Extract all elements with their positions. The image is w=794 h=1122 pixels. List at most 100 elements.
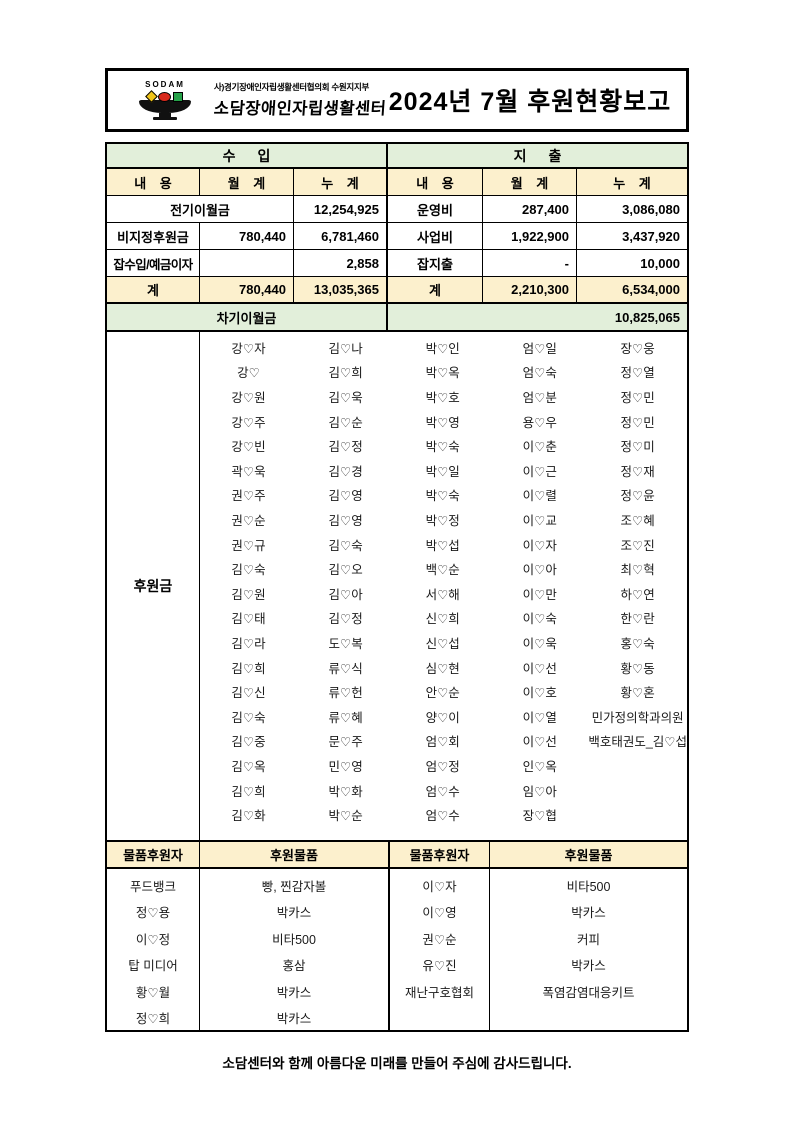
donor-name: 최♡혁 [620,563,655,578]
donor-name: 정♡민 [620,390,655,405]
logo-bowl-base [153,117,177,120]
donor-name: 김♡숙 [328,538,363,553]
donor-name: 이♡근 [522,464,557,479]
donor-name: 신♡희 [425,612,460,627]
donor-name: 김♡화 [231,809,266,824]
expense-col-content: 내 용 [388,169,483,196]
donor-name: 권♡주 [231,489,266,504]
donor-name: 권♡순 [231,513,266,528]
donor-name: 민♡영 [328,759,363,774]
donor-column: 김♡나 김♡희 김♡욱 김♡순 김♡정 김♡경 김♡영 김♡영 김♡숙 김♡오 김♡아 김♡정 도♡복 류… [297,335,394,827]
income-col-content: 내 용 [107,169,200,196]
goods-item: 빵, 찐감자볼 [261,879,327,894]
donor-name: 김♡욱 [328,390,363,405]
logo-bowl-foot [159,113,171,117]
donor-name: 김♡원 [231,587,266,602]
goods-donor-col-right: 이♡자 이♡영 권♡순 유♡진 재난구호협회 [390,869,490,1031]
donor-name: 한♡란 [620,612,655,627]
donor-name: 백♡순 [425,563,460,578]
expense-col-monthly: 월 계 [483,169,577,196]
goods-item-header: 후원물품 [200,842,390,869]
goods-item-col-right: 비타500 박카스 커피 박카스 폭염감염대응키트 [490,869,687,1031]
donor-name: 조♡혜 [620,513,655,528]
expense-row-monthly: - [483,250,577,277]
donor-name: 엄♡숙 [522,366,557,381]
donor-name: 홍♡숙 [620,636,655,651]
donor-name: 양♡이 [425,710,460,725]
goods-donor-col-left: 푸드뱅크 정♡용 이♡정 탑 미디어 황♡월 정♡희 [107,869,200,1031]
logo-shapes [122,90,208,103]
income-row-cumulative: 6,781,460 [294,223,388,250]
donor-name: 이♡렬 [522,489,557,504]
donor-name: 정♡재 [620,464,655,479]
goods-table: 물품후원자 후원물품 물품후원자 후원물품 푸드뱅크 정♡용 이♡정 탑 미디어 황♡월… [105,842,689,1032]
goods-donor: 이♡정 [135,932,171,947]
income-total-cumulative: 13,035,365 [294,277,388,304]
donor-name: 용♡우 [522,415,557,430]
goods-item: 박카스 [276,906,312,921]
income-section-header: 수 입 [107,144,388,169]
goods-donor-header: 물품후원자 [390,842,490,869]
donor-name: 박♡옥 [425,366,460,381]
donor-name: 엄♡수 [425,809,460,824]
page-title: 2024년 7월 후원현황보고 [388,88,672,116]
goods-item: 홍삼 [282,959,306,974]
income-row-cumulative: 2,858 [294,250,388,277]
donor-name: 엄♡일 [522,341,557,356]
donor-name: 김♡숙 [231,563,266,578]
donor-name: 김♡숙 [231,710,266,725]
donor-name: 이♡춘 [522,440,557,455]
goods-donor: 탑 미디어 [128,959,178,974]
expense-section-header: 지 출 [388,144,687,169]
thank-you-message: 소담센터와 함께 아름다운 미래를 만들어 주심에 감사드립니다. [222,1056,572,1071]
org-name-block: 사)경기장애인자립생활센터협의회 수원지지부 소담장애인자립생활센터 [213,81,387,119]
donor-column: 박♡인 박♡옥 박♡호 박♡영 박♡숙 박♡일 박♡숙 박♡정 박♡섭 백♡순 서♡해 신♡희 신♡섭 심… [394,335,491,827]
donor-name: 이♡아 [522,563,557,578]
donor-name: 강♡빈 [231,440,266,455]
income-row-label: 전기이월금 [107,196,294,223]
expense-row-monthly: 287,400 [483,196,577,223]
donor-name: 권♡규 [231,538,266,553]
donor-name: 김♡태 [231,612,266,627]
donor-name: 김♡아 [328,587,363,602]
income-total-monthly: 780,440 [200,277,294,304]
donor-name: 엄♡분 [522,390,557,405]
expense-row-cumulative: 3,437,920 [577,223,687,250]
donor-name: 박♡호 [425,390,460,405]
donor-name: 김♡영 [328,513,363,528]
income-row-label: 비지정후원금 [107,223,200,250]
donor-name: 신♡섭 [425,636,460,651]
expense-row-label: 사업비 [388,223,483,250]
expense-row-label: 운영비 [388,196,483,223]
donor-name: 강♡자 [231,341,266,356]
donor-name: 서♡해 [425,587,460,602]
expense-total-label: 계 [388,277,483,304]
donor-column: 엄♡일 엄♡숙 엄♡분 용♡우 이♡춘 이♡근 이♡렬 이♡교 이♡자 이♡아 이♡만 이♡숙 이♡욱 이… [491,335,588,827]
donor-name: 이♡선 [522,735,557,750]
donation-section-label: 후원금 [107,332,200,840]
donor-name: 박♡인 [425,341,460,356]
goods-item-col-left: 빵, 찐감자볼 박카스 비타500 홍삼 박카스 박카스 [200,869,390,1031]
goods-item: 박카스 [276,985,312,1000]
donor-name: 박♡영 [425,415,460,430]
donor-name: 정♡열 [620,366,655,381]
donor-name: 강♡ [237,366,260,381]
goods-item: 폭염감염대응키트 [542,985,635,1000]
donor-name: 곽♡욱 [231,464,266,479]
donor-name: 김♡신 [231,686,266,701]
donor-name: 안♡순 [425,686,460,701]
carryover-label: 차기이월금 [107,304,388,330]
donor-name: 강♡원 [231,390,266,405]
goods-item-header: 후원물품 [490,842,687,869]
expense-total-monthly: 2,210,300 [483,277,577,304]
donor-name: 민가정의학과의원 [591,710,684,725]
report-header: SODAM 사)경기장애인자립생활센터협의회 수원지지부 소담장애인자립생활센터… [105,68,689,132]
donor-name: 이♡선 [522,661,557,676]
donor-name: 황♡동 [620,661,655,676]
donor-name: 엄♡정 [425,759,460,774]
donor-name: 류♡혜 [328,710,363,725]
donor-name: 박♡화 [328,784,363,799]
goods-item: 비타500 [272,932,316,947]
expense-total-cumulative: 6,534,000 [577,277,687,304]
goods-donor: 푸드뱅크 [129,879,176,894]
